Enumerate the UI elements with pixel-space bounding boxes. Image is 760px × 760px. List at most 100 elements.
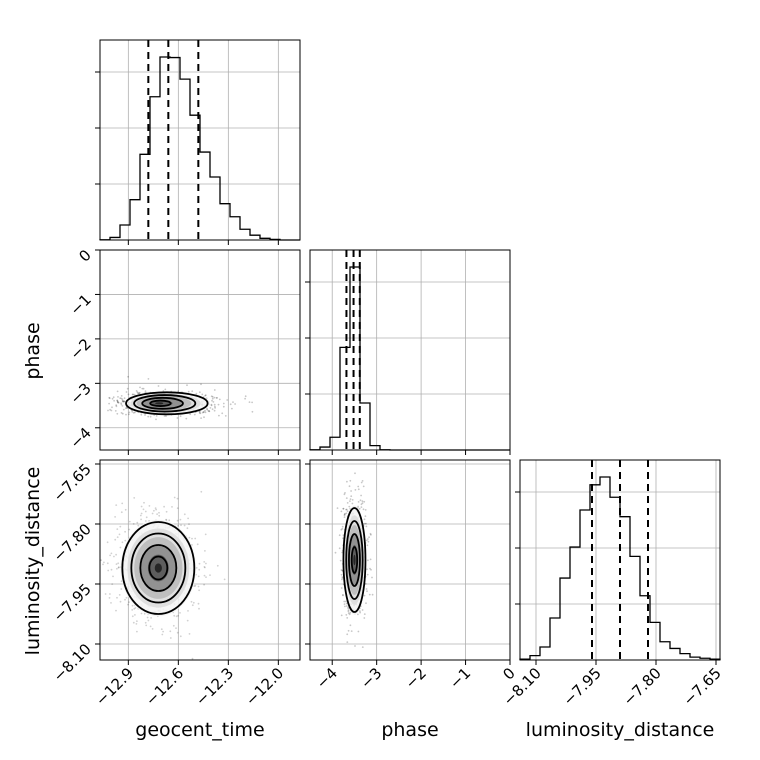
sample-point [348,505,351,508]
sample-point [132,393,135,396]
sample-point [155,508,158,511]
sample-point [108,397,111,399]
sample-point [151,512,154,515]
sample-point [116,596,118,599]
contour-line [350,546,359,574]
sample-point [341,525,344,528]
sample-point [186,527,189,530]
sample-point [110,409,113,412]
sample-point [120,412,123,414]
sample-point [334,551,337,554]
sample-point [121,405,124,407]
sample-point [123,397,126,400]
sample-point [126,387,129,390]
sample-point [147,619,150,622]
sample-point [340,614,343,617]
sample-point [203,416,205,419]
sample-point [357,501,360,503]
sample-point [195,392,198,395]
sample-point [121,398,124,401]
sample-point [113,555,115,558]
sample-point [110,602,112,604]
sample-point [177,614,180,617]
y-tick-label: −4 [66,424,94,452]
sample-point [348,613,351,616]
sample-point [177,524,179,527]
sample-point [135,390,138,392]
sample-point [110,552,113,555]
sample-point [338,534,341,537]
sample-point [366,590,368,593]
sample-point [139,386,141,389]
sample-point [176,519,179,522]
sample-point [165,518,168,521]
sample-point [226,399,229,401]
xlabel-phase: phase [381,719,438,741]
sample-point [132,523,135,525]
sample-point [116,528,119,530]
sample-point [122,401,125,403]
sample-point [343,603,346,605]
sample-point [188,536,191,539]
x-tick-label: −7.65 [680,664,725,709]
sample-point [117,401,120,404]
sample-point [209,407,212,409]
sample-point [234,403,237,405]
sample-point [145,624,148,627]
sample-point [354,645,356,647]
sample-point [341,576,344,578]
sample-point [364,515,367,518]
sample-point [96,518,98,520]
sample-point [113,399,115,402]
sample-point [143,501,145,504]
sample-point [117,396,119,398]
panels-layer: −8.10 −7.95 −7.80 −7.65−4−3−2−10−12.9 −12.6−… [50,39,725,709]
x-tick-label: −7.80 [620,664,665,709]
sample-point [117,401,119,404]
sample-point [186,619,189,622]
hist-panel-geocent-time [95,39,301,245]
sample-point [344,513,346,515]
sample-point [216,564,219,567]
sample-point [117,566,120,569]
sample-point [115,405,118,408]
sample-point [108,402,110,405]
sample-point [369,532,372,535]
y-tick-label: 0 [75,246,94,265]
sample-point [155,415,158,417]
sample-point [203,411,205,413]
sample-point [203,574,206,577]
sample-point [211,395,214,398]
panel-frame [99,249,301,451]
sample-point [160,628,163,631]
sample-point [127,603,129,606]
sample-point [218,398,221,401]
sample-point [120,403,123,406]
sample-point [115,563,118,565]
sample-point [203,561,206,563]
sample-point [222,405,225,408]
sample-point [222,402,225,405]
sample-point [364,509,367,511]
sample-point [194,537,197,540]
x-tick-label: −7.95 [560,664,605,709]
sample-point [346,510,349,513]
contour-line [342,507,367,613]
sample-point [119,397,122,399]
sample-point [187,390,190,393]
y-tick-label: −7.65 [50,460,95,505]
contour-line [121,521,196,615]
contour-line [130,532,187,604]
sample-point [138,392,141,395]
sample-point [361,609,364,611]
sample-point [360,494,362,497]
y-tick-label: −7.95 [50,580,95,625]
sample-point [131,393,134,396]
sample-point [106,562,109,565]
sample-point [124,530,126,533]
sample-point [359,610,361,612]
sample-point [191,390,194,393]
sample-point [107,409,109,412]
sample-point [221,412,224,415]
sample-point [354,472,356,475]
